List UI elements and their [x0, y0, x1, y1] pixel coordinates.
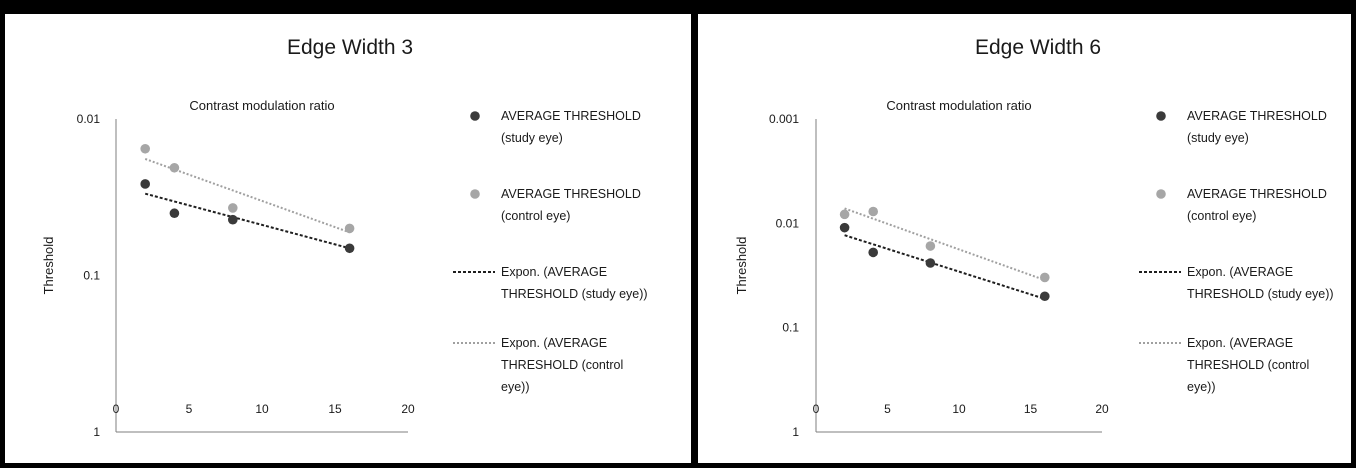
y-axis-label: Threshold [734, 237, 749, 295]
x-tick-label: 20 [1095, 402, 1109, 416]
x-tick-label: 5 [186, 402, 193, 416]
data-point [228, 203, 238, 213]
data-point [839, 209, 850, 220]
data-point [228, 214, 238, 225]
legend-label: THRESHOLD (study eye)) [1187, 287, 1334, 301]
data-point [169, 208, 180, 219]
x-tick-label: 15 [1024, 402, 1038, 416]
chart-edge-width-6: Edge Width 6 Contrast modulation ratio 0.0… [734, 36, 1334, 439]
data-point [1040, 291, 1050, 302]
legend-label: Expon. (AVERAGE [501, 265, 607, 279]
data-point [1040, 272, 1050, 283]
chart-edge-width-3: Edge Width 3 Contrast modulation ratio 0.0… [41, 36, 648, 439]
x-tick-label: 0 [813, 402, 820, 416]
legend-label: (control eye) [1187, 209, 1256, 223]
x-tick-label: 15 [328, 402, 342, 416]
data-point [868, 206, 878, 217]
legend-label: AVERAGE THRESHOLD [1187, 109, 1327, 123]
legend-label: Expon. (AVERAGE [1187, 336, 1293, 350]
chart-subtitle: Contrast modulation ratio [886, 98, 1031, 113]
y-axis-label: Threshold [41, 237, 56, 295]
chart-title: Edge Width 3 [287, 36, 413, 59]
legend-marker [470, 189, 480, 199]
trendline [844, 234, 1046, 300]
y-tick-label: 0.01 [776, 216, 800, 230]
legend-label: AVERAGE THRESHOLD [501, 187, 641, 201]
legend-label: THRESHOLD (study eye)) [501, 287, 648, 301]
data-point [140, 143, 150, 154]
legend-label: eye)) [1187, 380, 1215, 394]
data-point [140, 179, 150, 189]
panel-divider [691, 0, 698, 468]
x-tick-label: 0 [113, 402, 120, 416]
legend-label: eye)) [501, 380, 529, 394]
x-tick-label: 10 [952, 402, 966, 416]
x-tick-label: 10 [255, 402, 269, 416]
y-tick-label: 1 [93, 425, 100, 439]
data-point [925, 241, 936, 251]
y-tick-label: 0.1 [782, 321, 799, 335]
legend-label: THRESHOLD (control [501, 358, 623, 372]
data-point [344, 223, 355, 234]
x-tick-label: 5 [884, 402, 891, 416]
legend-label: (study eye) [501, 131, 563, 145]
y-tick-label: 0.1 [83, 269, 100, 283]
legend-marker [1156, 189, 1166, 199]
legend-marker [1156, 111, 1166, 121]
chart-title: Edge Width 6 [975, 36, 1101, 59]
data-point [169, 162, 180, 173]
data-point [839, 222, 850, 233]
legend-label: (control eye) [501, 209, 570, 223]
trendline [844, 207, 1046, 282]
data-point [868, 247, 878, 258]
data-point [344, 243, 355, 254]
x-tick-label: 20 [401, 402, 415, 416]
y-tick-label: 0.01 [77, 112, 101, 126]
legend-marker [470, 111, 480, 121]
legend-label: Expon. (AVERAGE [501, 336, 607, 350]
legend-label: THRESHOLD (control [1187, 358, 1309, 372]
y-tick-label: 0.001 [769, 112, 799, 126]
legend-label: AVERAGE THRESHOLD [1187, 187, 1327, 201]
legend-label: (study eye) [1187, 131, 1249, 145]
data-point [925, 258, 936, 268]
legend-label: AVERAGE THRESHOLD [501, 109, 641, 123]
trendline [144, 158, 350, 234]
legend-label: Expon. (AVERAGE [1187, 265, 1293, 279]
chart-subtitle: Contrast modulation ratio [189, 98, 334, 113]
y-tick-label: 1 [792, 425, 799, 439]
trendline [144, 192, 350, 250]
